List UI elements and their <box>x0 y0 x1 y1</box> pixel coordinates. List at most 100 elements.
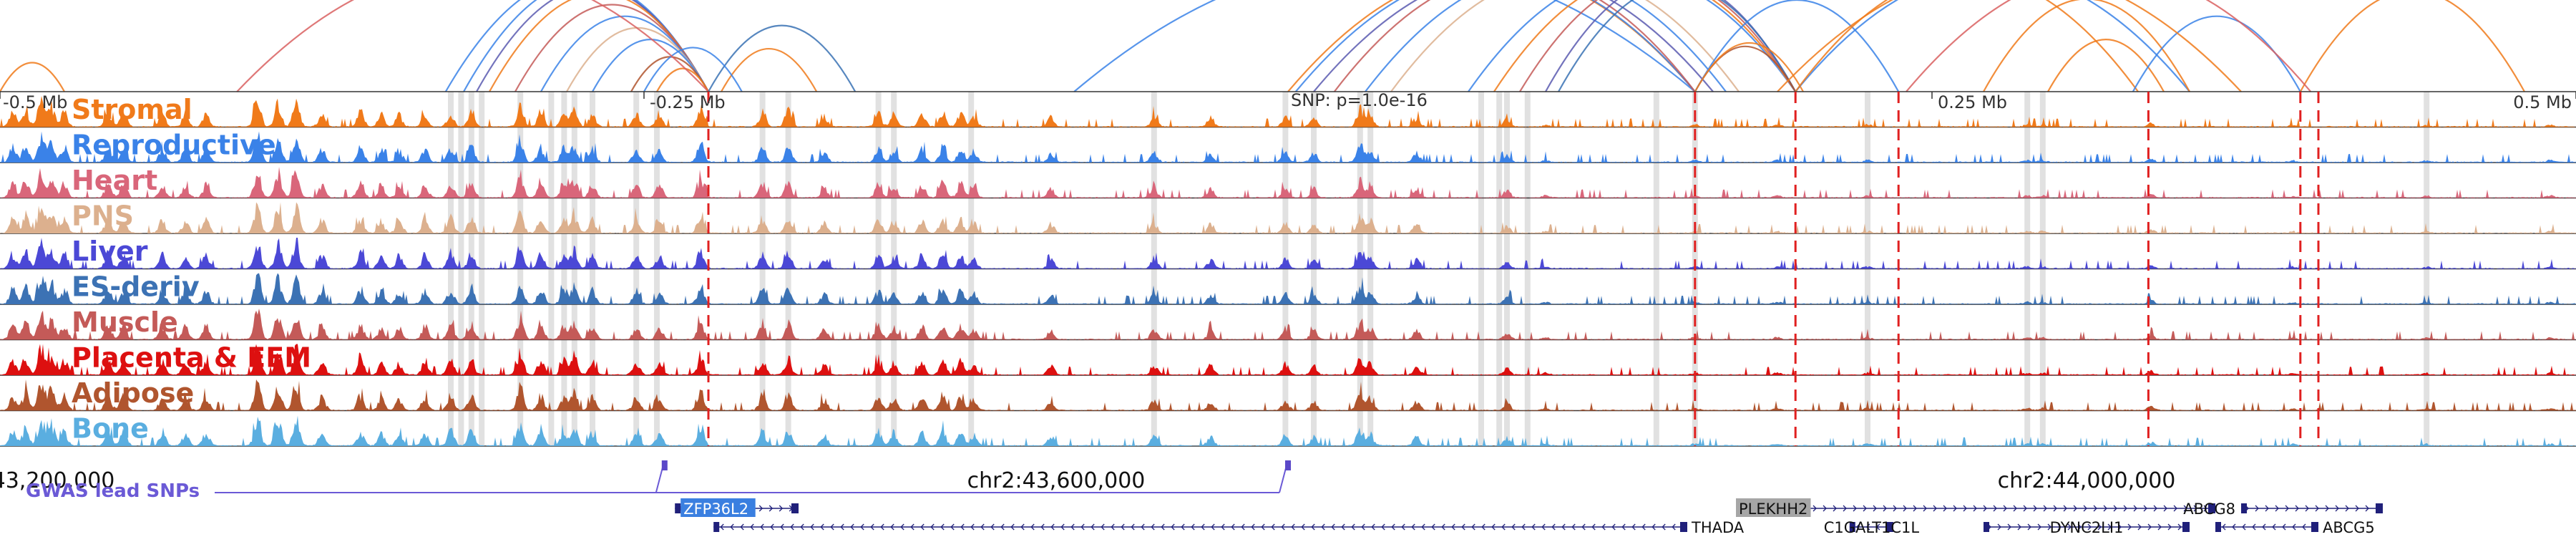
strand-arrow <box>1501 523 1506 531</box>
strand-arrow <box>2137 523 2142 531</box>
signal-area <box>0 238 2576 269</box>
strand-arrow <box>2325 505 2329 512</box>
loop-arc-17 <box>1313 0 1714 92</box>
strand-arrow <box>1231 523 1235 531</box>
strand-arrow <box>1461 523 1465 531</box>
gwas-snp-marker-0 <box>661 460 668 470</box>
track-label: Liver <box>72 236 148 267</box>
strand-arrow <box>2153 505 2157 512</box>
strand-arrow <box>2167 523 2172 531</box>
rel-tick-label: 0.25 Mb <box>1938 92 2007 112</box>
strand-arrow <box>930 523 935 531</box>
strand-arrow <box>2355 505 2359 512</box>
strand-arrow <box>1903 505 1907 512</box>
strand-arrow <box>1621 523 1626 531</box>
strand-arrow <box>730 523 734 531</box>
strand-arrow <box>2143 505 2147 512</box>
strand-arrow <box>920 523 924 531</box>
strand-arrow <box>2255 505 2259 512</box>
strand-arrow <box>2033 505 2037 512</box>
chromatin-loop-arcs <box>0 0 2525 92</box>
strand-arrow <box>1933 505 1937 512</box>
strand-arrow <box>2003 505 2007 512</box>
genomic-tick-label: chr2:43,200,000 <box>0 468 114 493</box>
strand-arrow <box>1321 523 1325 531</box>
track-label: PNS <box>72 200 134 232</box>
strand-arrow <box>1251 523 1255 531</box>
strand-arrow <box>900 523 904 531</box>
track-es-deriv: ES-deriv <box>0 271 2576 305</box>
strand-arrow <box>1431 523 1435 531</box>
strand-arrow <box>850 523 854 531</box>
strand-arrow <box>1491 523 1496 531</box>
genomic-tick-label: chr2:43,600,000 <box>967 468 1146 493</box>
strand-arrow <box>1973 505 1977 512</box>
loop-arc-16 <box>1294 0 1696 92</box>
strand-arrow <box>2013 505 2017 512</box>
strand-arrow <box>1311 523 1315 531</box>
strand-arrow <box>740 523 744 531</box>
strand-arrow <box>2117 523 2122 531</box>
strand-arrow <box>1863 505 1867 512</box>
gene-exon <box>1849 522 1855 532</box>
strand-arrow <box>880 523 884 531</box>
strand-arrow <box>1471 523 1475 531</box>
track-adipose: Adipose <box>0 377 2576 412</box>
track-heart: Heart <box>0 165 2576 199</box>
strand-arrow <box>1611 523 1616 531</box>
strand-arrow <box>2023 505 2027 512</box>
gene-label: ABCG5 <box>2323 519 2375 536</box>
gwas-track-label: GWAS lead SNPs <box>26 480 200 502</box>
strand-arrow <box>2017 523 2021 531</box>
strand-arrow <box>910 523 914 531</box>
strand-arrow <box>2315 505 2319 512</box>
strand-arrow <box>2113 505 2117 512</box>
strand-arrow <box>1151 523 1155 531</box>
strand-arrow <box>2305 505 2309 512</box>
loop-arc-22 <box>1493 0 1797 92</box>
strand-arrow <box>2203 505 2207 512</box>
strand-arrow <box>2345 505 2349 512</box>
strand-arrow <box>2285 505 2289 512</box>
strand-arrow <box>1875 523 1880 531</box>
strand-arrow <box>1281 523 1285 531</box>
strand-arrow <box>1211 523 1215 531</box>
strand-arrow <box>800 523 804 531</box>
strand-arrow <box>1271 523 1275 531</box>
strand-arrow <box>1943 505 1947 512</box>
strand-arrow <box>2133 505 2137 512</box>
strand-arrow <box>1873 505 1877 512</box>
strand-arrow <box>1561 523 1566 531</box>
track-muscle: Muscle <box>0 306 2576 341</box>
strand-arrow <box>790 523 794 531</box>
gene-exon <box>1886 522 1893 532</box>
strand-arrow <box>1843 505 1847 512</box>
strand-arrow <box>2183 505 2187 512</box>
strand-arrow <box>750 523 754 531</box>
track-label: Muscle <box>72 306 178 338</box>
strand-arrow <box>1040 523 1045 531</box>
strand-arrow <box>769 505 774 512</box>
gene-exon <box>1680 522 1687 532</box>
strand-arrow <box>1241 523 1245 531</box>
gene-exon <box>2215 522 2221 532</box>
track-pns: PNS <box>0 200 2576 234</box>
loop-arc-37 <box>0 62 65 92</box>
strand-arrow <box>1853 505 1857 512</box>
strand-arrow <box>1481 523 1485 531</box>
strand-arrow <box>940 523 945 531</box>
strand-arrow <box>2087 523 2092 531</box>
strand-arrow <box>1997 523 2001 531</box>
strand-arrow <box>2027 523 2031 531</box>
strand-arrow <box>1000 523 1005 531</box>
strand-arrow <box>1161 523 1165 531</box>
strand-arrow <box>970 523 975 531</box>
gene-label-highlight <box>680 498 756 517</box>
strand-arrow <box>2073 505 2077 512</box>
strand-arrow <box>1551 523 1556 531</box>
gene-plekhh2: PLEKHH2 <box>1736 498 2215 518</box>
track-label: Adipose <box>72 377 194 409</box>
strand-arrow <box>1652 523 1656 531</box>
strand-arrow <box>2275 505 2279 512</box>
